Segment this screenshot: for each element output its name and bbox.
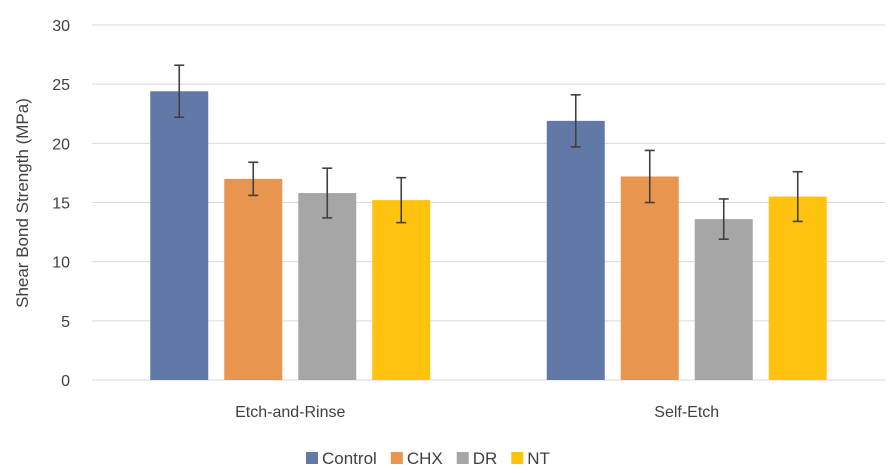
bar-control — [546, 120, 605, 380]
y-tick-label: 20 — [52, 136, 70, 153]
bar-nt — [768, 196, 827, 380]
y-tick-label: 5 — [61, 314, 70, 331]
legend-label: DR — [473, 449, 498, 468]
legend-label: Control — [322, 449, 377, 468]
legend-swatch-nt — [511, 452, 524, 464]
x-tick-label: Etch-and-Rinse — [235, 404, 345, 421]
x-tick-label: Self-Etch — [654, 404, 719, 421]
y-tick-label: 25 — [52, 77, 70, 94]
legend-swatch-control — [306, 452, 318, 464]
error-bars — [174, 64, 803, 240]
x-axis-tick-labels: Etch-and-Rinse Self-Etch — [235, 404, 719, 421]
bar-control — [150, 91, 209, 381]
bar-chx — [224, 178, 283, 380]
y-tick-label: 0 — [61, 373, 70, 390]
y-tick-label: 15 — [52, 196, 70, 213]
legend-label: CHX — [407, 449, 443, 468]
y-tick-label: 10 — [52, 255, 70, 272]
bar-nt — [372, 200, 431, 380]
y-axis-tick-labels: 0 5 10 15 20 25 30 — [52, 18, 70, 390]
bar-dr — [694, 219, 753, 380]
y-axis-title: Shear Bond Strength (MPa) — [13, 98, 32, 308]
bar-dr — [298, 193, 357, 380]
legend-swatch-chx — [390, 452, 403, 464]
legend-label: NT — [527, 449, 550, 468]
bars — [150, 91, 827, 381]
legend-swatch-dr — [456, 452, 469, 464]
y-tick-label: 30 — [52, 18, 70, 35]
legend: Control CHX DR NT — [306, 449, 550, 468]
gridlines — [92, 24, 885, 381]
bar-chx — [620, 176, 679, 380]
